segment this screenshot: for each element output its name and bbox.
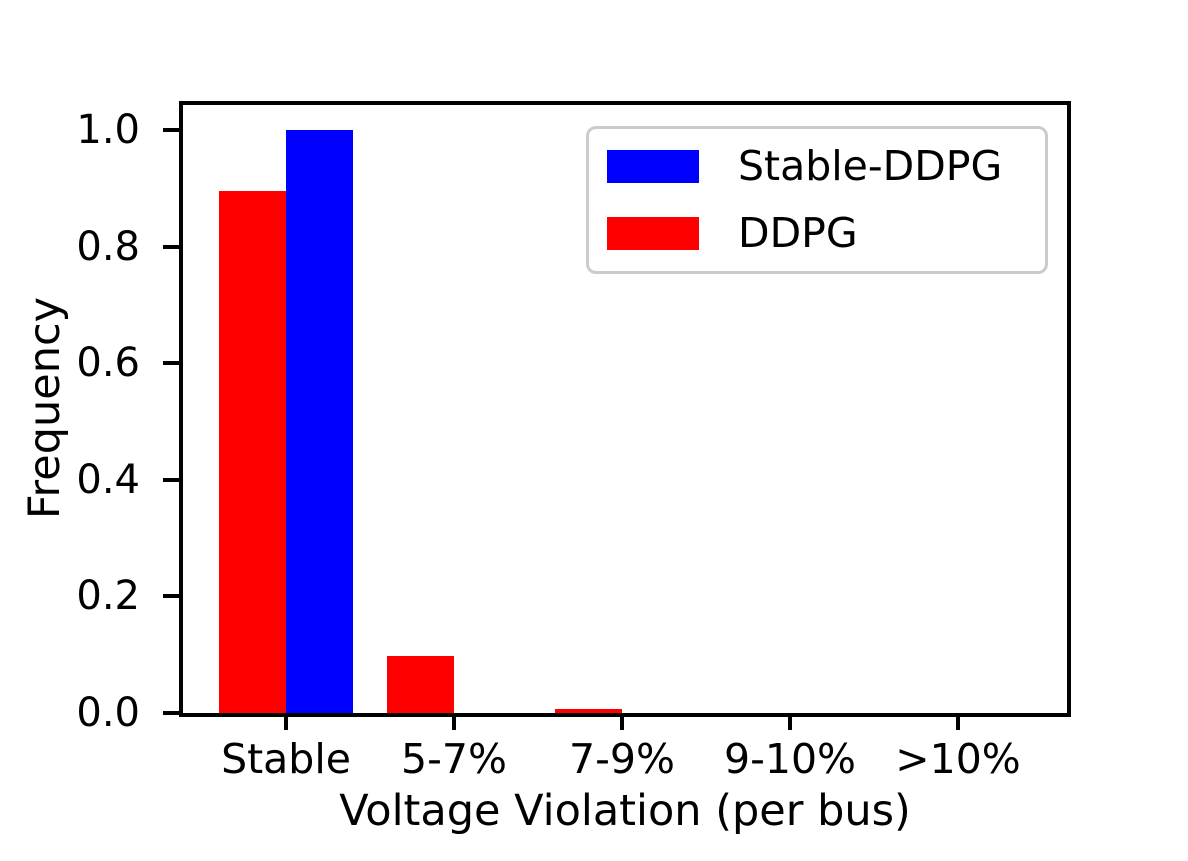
x-tick-10 [956, 717, 960, 730]
y-axis-label: Frequency [20, 296, 70, 520]
legend-item-ddpg: DDPG [607, 213, 1045, 254]
y-tick-0.6 [163, 361, 179, 365]
x-tick-label-5-7: 5-7% [401, 735, 507, 783]
y-tick-0.0 [163, 711, 179, 715]
y-tick-0.4 [163, 478, 179, 482]
y-tick-0.2 [163, 594, 179, 598]
bar-ddpg-stable [219, 191, 286, 713]
y-tick-label-1.0: 1.0 [76, 107, 140, 153]
legend-swatch-ddpg-icon [607, 217, 699, 250]
y-tick-label-0.6: 0.6 [76, 340, 140, 386]
bar-ddpg-7-9 [555, 709, 622, 713]
legend-label-ddpg: DDPG [738, 209, 858, 257]
y-tick-0.8 [163, 245, 179, 249]
x-tick-label-10: >10% [895, 735, 1021, 783]
x-tick-9-10 [788, 717, 792, 730]
legend-item-stable-ddpg: Stable-DDPG [607, 146, 1045, 187]
y-tick-label-0.4: 0.4 [76, 457, 140, 503]
x-tick-5-7 [452, 717, 456, 730]
x-tick-label-9-10: 9-10% [723, 735, 856, 783]
x-tick-stable [284, 717, 288, 730]
y-tick-label-0.8: 0.8 [76, 224, 140, 270]
bar-ddpg-5-7 [387, 656, 454, 713]
legend-label-stable-ddpg: Stable-DDPG [738, 142, 1003, 190]
y-tick-label-0.0: 0.0 [76, 690, 140, 736]
legend-swatch-stable-ddpg-icon [607, 150, 699, 183]
y-tick-1.0 [163, 128, 179, 132]
bar-stable-ddpg-stable [286, 130, 353, 713]
legend: Stable-DDPG DDPG [586, 126, 1048, 274]
y-tick-label-0.2: 0.2 [76, 573, 140, 619]
x-tick-7-9 [620, 717, 624, 730]
x-tick-label-7-9: 7-9% [569, 735, 675, 783]
x-tick-label-stable: Stable [221, 735, 351, 783]
x-axis-label: Voltage Violation (per bus) [339, 786, 911, 836]
